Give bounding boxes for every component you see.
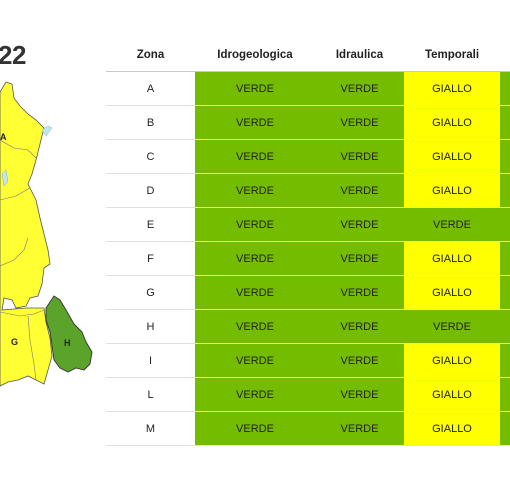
idrogeologica-level-cell: VERDE — [195, 343, 315, 378]
header-idraulica: Idraulica — [315, 38, 404, 72]
temporali-level-cell: GIALLO — [404, 377, 500, 412]
next-level-cell-cut-off — [500, 139, 510, 174]
idraulica-level-cell: VERDE — [315, 275, 404, 310]
idraulica-level-cell: VERDE — [315, 71, 404, 106]
table-row: H VERDE VERDE VERDE — [106, 309, 510, 344]
map-lake — [1, 169, 9, 187]
idraulica-level-cell: VERDE — [315, 139, 404, 174]
map-zone-h — [45, 295, 93, 373]
header-zona: Zona — [106, 38, 195, 72]
map-label-g: G — [11, 337, 18, 347]
header-idrogeologica: Idrogeologica — [195, 38, 315, 72]
header-cut-off — [500, 38, 510, 72]
temporali-level-cell: GIALLO — [404, 411, 500, 446]
map-zone-border — [0, 309, 45, 317]
next-level-cell-cut-off — [500, 105, 510, 140]
map-label-a: A — [0, 132, 7, 142]
temporali-level-cell: VERDE — [404, 207, 500, 242]
next-level-cell-cut-off — [500, 173, 510, 208]
idrogeologica-level-cell: VERDE — [195, 309, 315, 344]
next-level-cell-cut-off — [500, 275, 510, 310]
idraulica-level-cell: VERDE — [315, 309, 404, 344]
page-title-fragment: 22 — [0, 40, 26, 70]
map-zone-border — [0, 237, 29, 267]
map-zone-border — [0, 139, 37, 159]
temporali-level-cell: GIALLO — [404, 343, 500, 378]
idraulica-level-cell: VERDE — [315, 377, 404, 412]
idrogeologica-level-cell: VERDE — [195, 71, 315, 106]
map-label-h: H — [64, 338, 71, 348]
next-level-cell-cut-off — [500, 343, 510, 378]
table-row: B VERDE VERDE GIALLO — [106, 105, 510, 140]
next-level-cell-cut-off — [500, 241, 510, 276]
temporali-level-cell: VERDE — [404, 309, 500, 344]
table-row: F VERDE VERDE GIALLO — [106, 241, 510, 276]
zone-cell: G — [106, 275, 195, 310]
zone-cell: C — [106, 139, 195, 174]
zone-cell: B — [106, 105, 195, 140]
alert-table: Zona Idrogeologica Idraulica Temporali A… — [106, 38, 510, 446]
idraulica-level-cell: VERDE — [315, 241, 404, 276]
temporali-level-cell: GIALLO — [404, 173, 500, 208]
table-row: G VERDE VERDE GIALLO — [106, 275, 510, 310]
zone-cell: D — [106, 173, 195, 208]
table-row: E VERDE VERDE VERDE — [106, 207, 510, 242]
temporali-level-cell: GIALLO — [404, 275, 500, 310]
idraulica-level-cell: VERDE — [315, 343, 404, 378]
next-level-cell-cut-off — [500, 71, 510, 106]
temporali-level-cell: GIALLO — [404, 105, 500, 140]
table-row: L VERDE VERDE GIALLO — [106, 377, 510, 412]
next-level-cell-cut-off — [500, 207, 510, 242]
idrogeologica-level-cell: VERDE — [195, 241, 315, 276]
header-temporali: Temporali — [404, 38, 500, 72]
zone-cell: I — [106, 343, 195, 378]
table-row: A VERDE VERDE GIALLO — [106, 71, 510, 106]
zone-cell: M — [106, 411, 195, 446]
temporali-level-cell: GIALLO — [404, 139, 500, 174]
zone-cell: A — [106, 71, 195, 106]
idraulica-level-cell: VERDE — [315, 173, 404, 208]
map-zone-border — [27, 315, 37, 381]
idrogeologica-level-cell: VERDE — [195, 411, 315, 446]
idrogeologica-level-cell: VERDE — [195, 139, 315, 174]
table-row: C VERDE VERDE GIALLO — [106, 139, 510, 174]
table-row: D VERDE VERDE GIALLO — [106, 173, 510, 208]
idrogeologica-level-cell: VERDE — [195, 377, 315, 412]
next-level-cell-cut-off — [500, 309, 510, 344]
map-zone-border — [0, 187, 31, 201]
next-level-cell-cut-off — [500, 377, 510, 412]
region-map: A G H — [0, 81, 93, 387]
table-header-row: Zona Idrogeologica Idraulica Temporali — [106, 38, 510, 72]
idraulica-level-cell: VERDE — [315, 207, 404, 242]
idrogeologica-level-cell: VERDE — [195, 105, 315, 140]
table-body: A VERDE VERDE GIALLO B VERDE VERDE GIALLO C VERDE… — [106, 71, 510, 446]
idrogeologica-level-cell: VERDE — [195, 173, 315, 208]
map-lake — [41, 125, 53, 137]
idrogeologica-level-cell: VERDE — [195, 207, 315, 242]
table-row: I VERDE VERDE GIALLO — [106, 343, 510, 378]
zone-cell: F — [106, 241, 195, 276]
next-level-cell-cut-off — [500, 411, 510, 446]
zone-cell: E — [106, 207, 195, 242]
table-row: M VERDE VERDE GIALLO — [106, 411, 510, 446]
temporali-level-cell: GIALLO — [404, 71, 500, 106]
idraulica-level-cell: VERDE — [315, 105, 404, 140]
map-yellow-region — [0, 81, 53, 387]
temporali-level-cell: GIALLO — [404, 241, 500, 276]
idraulica-level-cell: VERDE — [315, 411, 404, 446]
zone-cell: L — [106, 377, 195, 412]
idrogeologica-level-cell: VERDE — [195, 275, 315, 310]
zone-cell: H — [106, 309, 195, 344]
